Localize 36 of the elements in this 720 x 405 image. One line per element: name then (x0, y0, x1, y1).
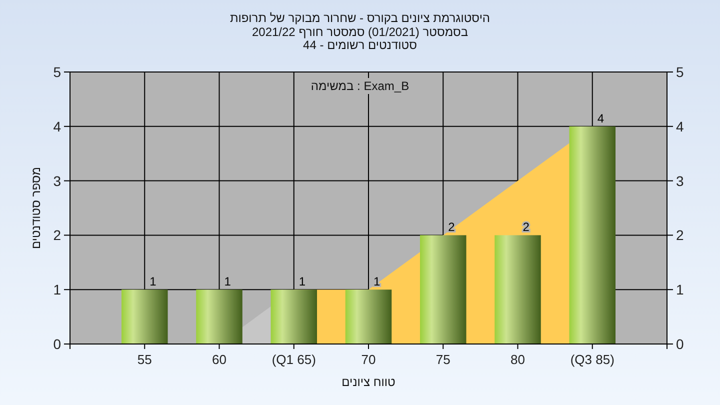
chart-title: היסטוגרמת ציונים בקורס - שחרור מבוקר של תרופות (230, 11, 490, 25)
y-tick-label: 3 (53, 172, 62, 189)
bar (121, 290, 168, 344)
data-label: 1 (298, 274, 306, 289)
y2-tick-label: 5 (676, 64, 684, 80)
x-tick-label: 60 (212, 352, 226, 367)
chart-subtitle: בסמסטר (01/2021) סמסטר חורף 2021/22 סטודנטים רשומים - 44 (252, 25, 468, 52)
data-label: 1 (150, 274, 157, 289)
data-label: 2 (448, 220, 456, 234)
y2-tick-label: 2 (676, 227, 684, 244)
x-tick-label: 70 (361, 352, 376, 367)
annotation: במשימה : Exam_B (310, 79, 410, 93)
bar (420, 235, 466, 344)
x-tick-label: 80 (510, 352, 525, 367)
y-tick-label: 5 (53, 64, 62, 80)
y-tick-label: 2 (53, 227, 62, 244)
x-tick-label: (Q1 65) (272, 352, 316, 367)
data-label: 1 (374, 274, 380, 289)
y2-tick-label: 3 (676, 172, 684, 189)
y2-tick-label: 4 (676, 118, 684, 134)
y-axis-title: מספר סטודנטים (29, 166, 43, 250)
data-label: 4 (597, 111, 604, 126)
data-label: 1 (224, 274, 232, 289)
y2-tick-label: 1 (676, 282, 684, 298)
data-label: 2 (522, 220, 530, 234)
x-tick-label: 75 (436, 352, 450, 367)
y2-tick-label: 0 (676, 336, 684, 352)
bar (569, 126, 616, 344)
x-axis-title: טווח ציונים (342, 375, 396, 389)
bar (345, 290, 392, 344)
x-tick-label: 55 (137, 352, 152, 367)
bar (494, 235, 541, 344)
y-tick-label: 1 (53, 282, 62, 298)
y-tick-label: 4 (53, 118, 62, 134)
y-tick-label: 0 (53, 336, 62, 352)
x-tick-label: (Q3 85) (570, 352, 614, 367)
